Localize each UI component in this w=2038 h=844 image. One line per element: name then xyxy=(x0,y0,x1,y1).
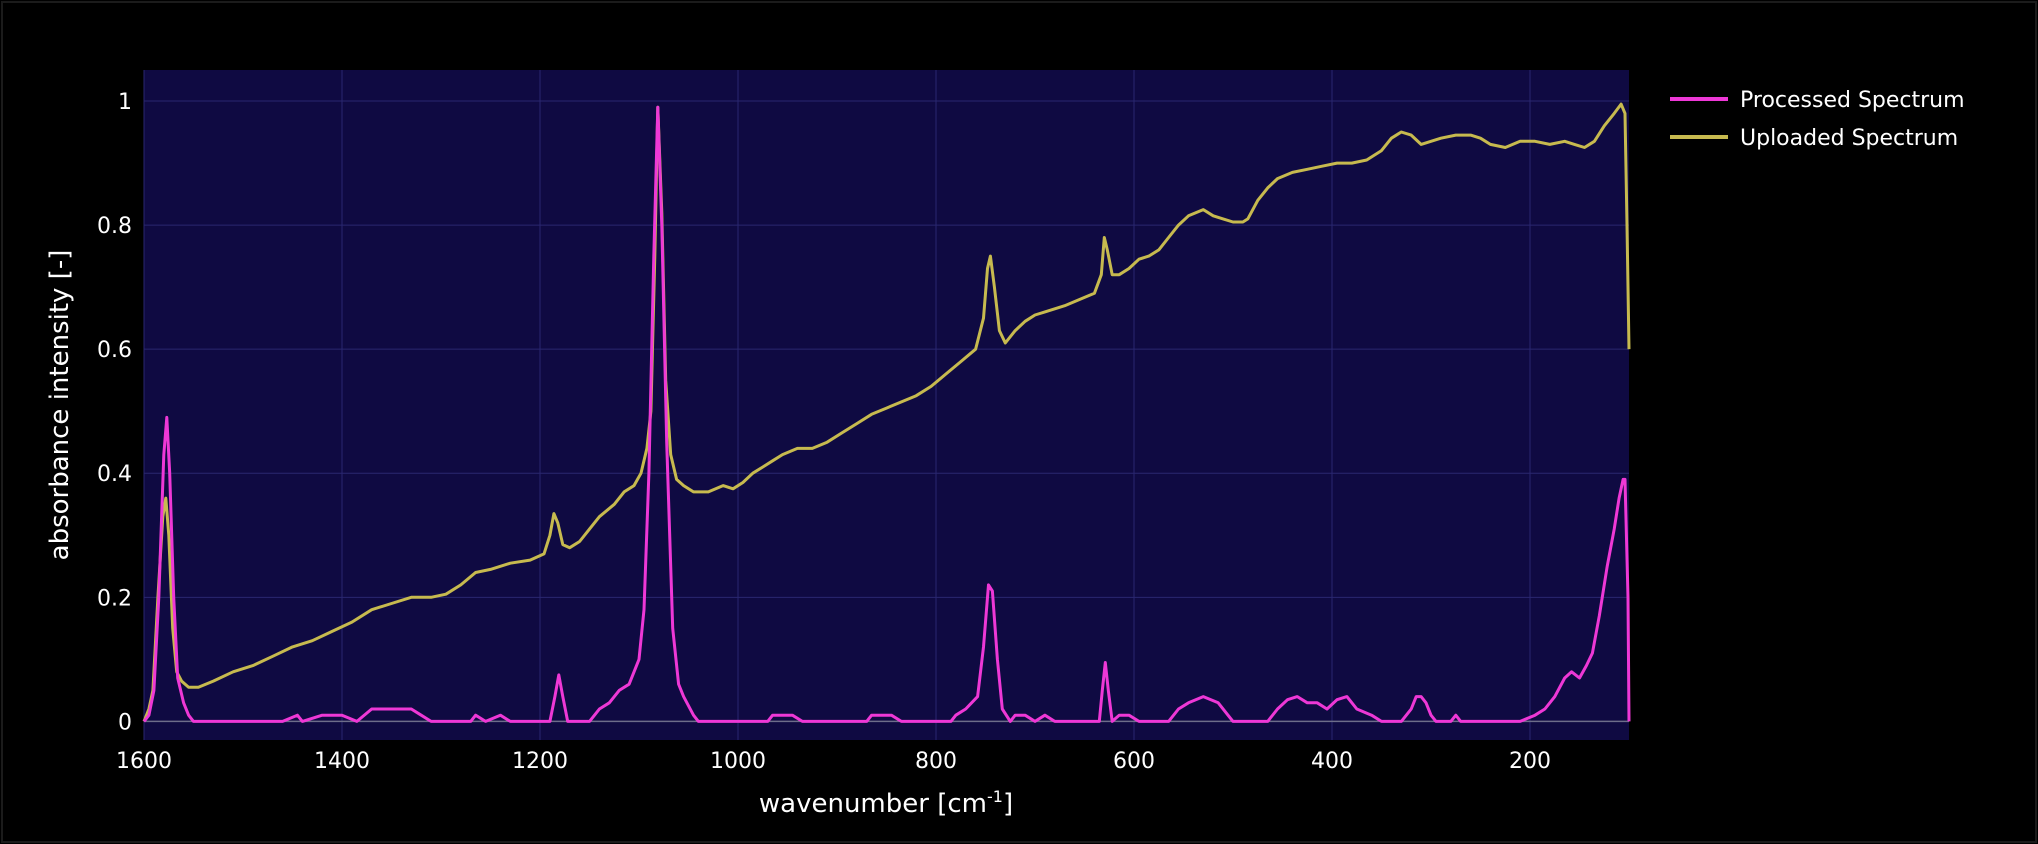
x-tick-label: 600 xyxy=(1113,749,1155,774)
legend-label-processed: Processed Spectrum xyxy=(1740,88,1965,113)
legend-item-processed[interactable]: Processed Spectrum xyxy=(1670,88,1965,113)
series-line-processed xyxy=(142,105,1631,723)
series-line-uploaded xyxy=(142,102,1631,722)
series-layer xyxy=(142,102,1631,723)
y-tick-label: 0 xyxy=(118,710,132,735)
y-tick-label: 0.2 xyxy=(97,586,132,611)
x-tick-label: 1000 xyxy=(710,749,766,774)
x-axis-title-end: ] xyxy=(1003,789,1013,819)
x-axis-title-superscript: -1 xyxy=(987,787,1003,806)
x-tick-label: 200 xyxy=(1509,749,1551,774)
x-tick-label: 1600 xyxy=(116,749,172,774)
legend-item-uploaded[interactable]: Uploaded Spectrum xyxy=(1670,126,1958,151)
plot-area xyxy=(144,70,1629,740)
y-tick-label: 1 xyxy=(118,90,132,115)
legend-label-uploaded: Uploaded Spectrum xyxy=(1740,126,1958,151)
grid-layer xyxy=(143,70,1629,740)
x-tick-label: 400 xyxy=(1311,749,1353,774)
x-tick-label: 1200 xyxy=(512,749,568,774)
y-tick-label: 0.8 xyxy=(97,214,132,239)
y-tick-label: 0.6 xyxy=(97,338,132,363)
x-axis-title: wavenumber [cm-1] xyxy=(759,787,1013,819)
x-tick-label: 800 xyxy=(915,749,957,774)
x-tick-label: 1400 xyxy=(314,749,370,774)
y-tick-label: 0.4 xyxy=(97,462,132,487)
x-axis-title-text: wavenumber [cm xyxy=(759,789,987,819)
y-tick-labels: 0 0.2 0.4 0.6 0.8 1 xyxy=(97,90,132,735)
x-tick-labels: 1600 1400 1200 1000 800 600 400 200 xyxy=(116,749,1551,774)
y-axis-title: absorbance intensity [-] xyxy=(45,250,75,561)
legend[interactable]: Processed Spectrum Uploaded Spectrum xyxy=(1670,88,1965,151)
